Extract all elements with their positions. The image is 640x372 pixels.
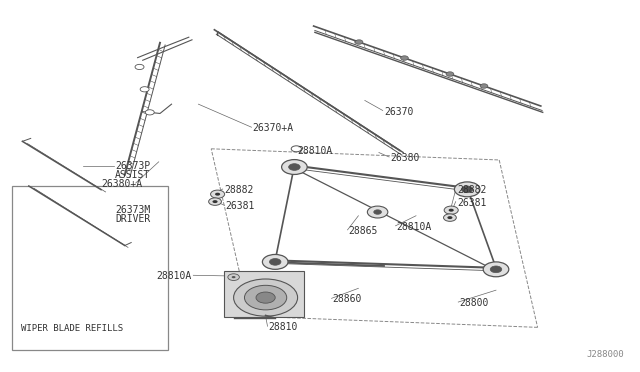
- Circle shape: [282, 160, 307, 174]
- Circle shape: [244, 285, 287, 310]
- Text: DRIVER: DRIVER: [115, 215, 150, 224]
- Text: 26370: 26370: [384, 107, 413, 116]
- Text: 28882: 28882: [224, 185, 253, 195]
- Circle shape: [228, 274, 239, 280]
- Circle shape: [447, 216, 452, 219]
- Circle shape: [269, 259, 281, 265]
- Circle shape: [444, 214, 456, 221]
- Circle shape: [232, 276, 236, 278]
- Circle shape: [480, 84, 488, 88]
- Text: 26380+A: 26380+A: [101, 179, 142, 189]
- Circle shape: [215, 193, 220, 196]
- Circle shape: [483, 262, 509, 277]
- Circle shape: [289, 164, 300, 170]
- Text: WIPER BLADE REFILLS: WIPER BLADE REFILLS: [21, 324, 124, 333]
- Circle shape: [211, 190, 225, 198]
- Circle shape: [446, 72, 454, 76]
- Circle shape: [444, 206, 458, 214]
- Circle shape: [355, 40, 363, 44]
- Text: 28810A: 28810A: [298, 146, 333, 155]
- Circle shape: [135, 64, 144, 70]
- Text: 28810A: 28810A: [157, 271, 192, 281]
- Text: 26380: 26380: [390, 153, 420, 163]
- Text: 26381: 26381: [225, 202, 255, 211]
- Circle shape: [374, 210, 381, 214]
- Circle shape: [234, 279, 298, 316]
- Circle shape: [140, 87, 149, 92]
- Text: 26370+A: 26370+A: [253, 124, 294, 133]
- Circle shape: [145, 110, 154, 115]
- Text: 28865: 28865: [349, 226, 378, 235]
- FancyBboxPatch shape: [224, 271, 304, 317]
- Text: 28800: 28800: [460, 298, 489, 308]
- Circle shape: [367, 206, 388, 218]
- Text: 28860: 28860: [333, 295, 362, 304]
- Circle shape: [401, 56, 408, 60]
- Text: 26373P: 26373P: [115, 161, 150, 170]
- Text: J288000: J288000: [586, 350, 624, 359]
- Circle shape: [461, 186, 473, 193]
- Circle shape: [454, 182, 480, 197]
- Text: ASSIST: ASSIST: [115, 170, 150, 180]
- Text: 26373M: 26373M: [115, 205, 150, 215]
- Circle shape: [490, 266, 502, 273]
- Circle shape: [262, 254, 288, 269]
- Circle shape: [212, 200, 218, 203]
- Text: 28810A: 28810A: [397, 222, 432, 232]
- Circle shape: [291, 146, 301, 152]
- Text: 28882: 28882: [457, 186, 486, 195]
- Bar: [12, 186, 168, 350]
- Text: 28810: 28810: [269, 323, 298, 332]
- Circle shape: [209, 198, 221, 205]
- Text: 26381: 26381: [457, 198, 486, 208]
- Circle shape: [449, 209, 454, 212]
- Circle shape: [256, 292, 275, 303]
